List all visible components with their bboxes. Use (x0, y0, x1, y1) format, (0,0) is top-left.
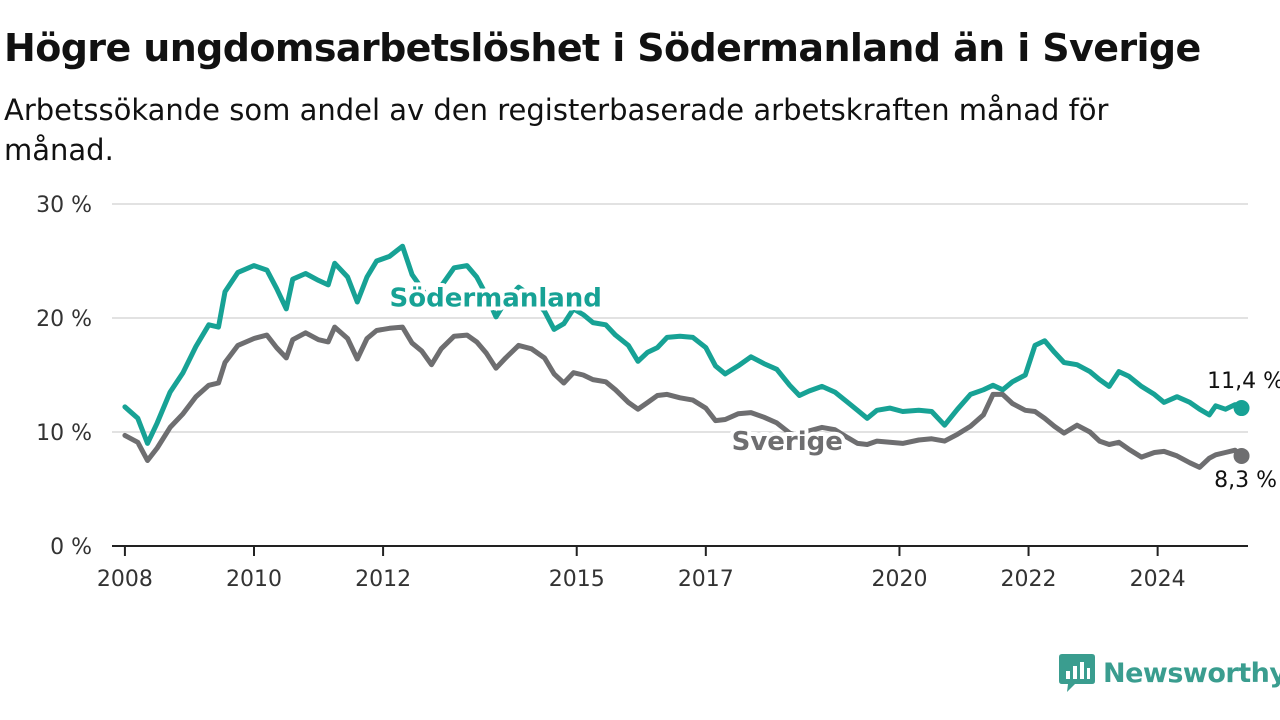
y-tick-label: 0 % (50, 535, 92, 560)
y-tick-label: 20 % (36, 307, 92, 332)
series-line-s-dermanland (122, 243, 1244, 446)
y-tick-label: 30 % (36, 193, 92, 218)
x-tick-label: 2015 (549, 567, 605, 592)
line-chart: 0 % 10 % 20 % 30 % 2008 2010 2012 2015 2017 2020 2… (36, 193, 1280, 592)
x-tick-label: 2008 (97, 567, 153, 592)
series-name-label-sverige: Sverige (732, 427, 843, 457)
series-name-label-s-dermanland: Södermanland (390, 284, 602, 314)
chart-subtitle: Arbetssökande som andel av den registerb… (4, 93, 1109, 167)
end-point-s-dermanland (1233, 400, 1250, 417)
end-value-label-sverige: 8,3 % (1214, 468, 1277, 493)
y-tick-label: 10 % (36, 421, 92, 446)
series-labels: 11,4 % 8,3 % Södermanland Sverige (386, 280, 1280, 493)
end-point-sverige (1233, 447, 1250, 464)
brand-name: Newsworthy (1103, 657, 1280, 689)
newsworthy-logo-icon (1059, 654, 1095, 692)
x-tick-label: 2024 (1130, 567, 1186, 592)
series-lines (122, 243, 1250, 470)
newsworthy-logo: Newsworthy (1059, 654, 1280, 692)
series-line-sverige (122, 324, 1244, 470)
x-tick-label: 2022 (1001, 567, 1057, 592)
axes: 0 % 10 % 20 % 30 % 2008 2010 2012 2015 2017 2020 2… (36, 193, 1248, 592)
x-tick-label: 2017 (678, 567, 734, 592)
end-value-label-s-dermanland: 11,4 % (1207, 369, 1280, 394)
x-tick-label: 2020 (871, 567, 927, 592)
chart-title: Högre ungdomsarbetslöshet i Södermanland… (4, 26, 1201, 70)
x-tick-label: 2012 (355, 567, 411, 592)
x-tick-label: 2010 (226, 567, 282, 592)
